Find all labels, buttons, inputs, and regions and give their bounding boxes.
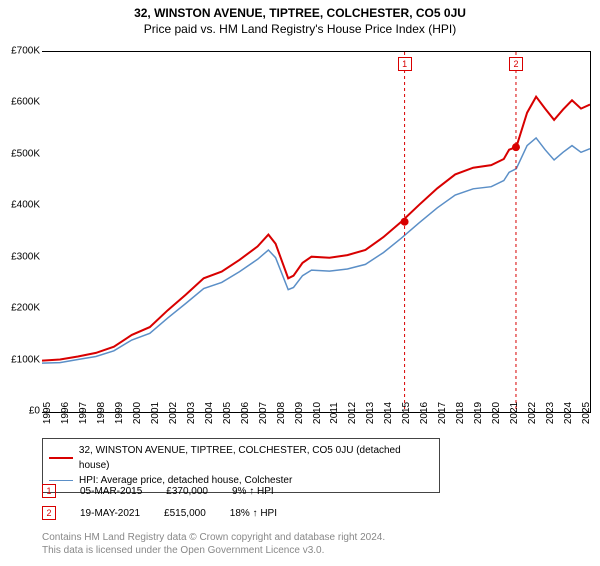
transaction-row-2: 2 19-MAY-2021 £515,000 18% ↑ HPI: [42, 506, 277, 520]
x-tick-label: 2016: [419, 402, 430, 424]
x-tick-label: 2018: [455, 402, 466, 424]
x-tick-label: 2013: [365, 402, 376, 424]
x-tick-label: 2019: [473, 402, 484, 424]
y-tick-label: £0: [0, 406, 40, 417]
chart-marker-badge: 2: [509, 57, 523, 71]
x-tick-label: 2002: [168, 402, 179, 424]
x-tick-label: 2023: [545, 402, 556, 424]
x-tick-label: 1995: [42, 402, 53, 424]
transaction-price-2: £515,000: [164, 508, 206, 519]
transaction-hpi-2: 18% ↑ HPI: [230, 508, 277, 519]
transaction-hpi-1: 9% ↑ HPI: [232, 486, 274, 497]
transaction-date-2: 19-MAY-2021: [80, 508, 140, 519]
x-tick-label: 2004: [204, 402, 215, 424]
footer-line-2: This data is licensed under the Open Gov…: [42, 544, 385, 557]
line-chart-svg: [42, 52, 590, 412]
x-tick-label: 1997: [78, 402, 89, 424]
plot-area: [42, 51, 591, 413]
x-tick-label: 2025: [581, 402, 592, 424]
legend-swatch-1: [49, 457, 73, 459]
transaction-row-1: 1 05-MAR-2015 £370,000 9% ↑ HPI: [42, 484, 274, 498]
x-tick-label: 2012: [347, 402, 358, 424]
x-tick-label: 2008: [276, 402, 287, 424]
legend-item-1: 32, WINSTON AVENUE, TIPTREE, COLCHESTER,…: [49, 443, 433, 473]
x-tick-label: 2022: [527, 402, 538, 424]
chart-subtitle: Price paid vs. HM Land Registry's House …: [0, 22, 600, 36]
footer: Contains HM Land Registry data © Crown c…: [42, 531, 385, 557]
transaction-date-1: 05-MAR-2015: [80, 486, 142, 497]
y-tick-label: £200K: [0, 303, 40, 314]
x-tick-label: 2005: [222, 402, 233, 424]
chart-marker-badge: 1: [398, 57, 412, 71]
x-tick-label: 2010: [312, 402, 323, 424]
transaction-badge-1: 1: [42, 484, 56, 498]
legend-swatch-2: [49, 480, 73, 481]
x-tick-label: 2024: [563, 402, 574, 424]
x-tick-label: 1996: [60, 402, 71, 424]
legend-label-1: 32, WINSTON AVENUE, TIPTREE, COLCHESTER,…: [79, 443, 433, 473]
x-tick-label: 2003: [186, 402, 197, 424]
x-tick-label: 2014: [383, 402, 394, 424]
x-tick-label: 2021: [509, 402, 520, 424]
y-tick-label: £300K: [0, 251, 40, 262]
x-tick-label: 2015: [401, 402, 412, 424]
chart-container: 32, WINSTON AVENUE, TIPTREE, COLCHESTER,…: [0, 6, 600, 566]
x-tick-label: 1998: [96, 402, 107, 424]
y-tick-label: £700K: [0, 46, 40, 57]
x-tick-label: 2006: [240, 402, 251, 424]
y-tick-label: £100K: [0, 354, 40, 365]
y-tick-label: £500K: [0, 148, 40, 159]
footer-line-1: Contains HM Land Registry data © Crown c…: [42, 531, 385, 544]
x-tick-label: 2009: [294, 402, 305, 424]
x-tick-label: 2017: [437, 402, 448, 424]
y-tick-label: £600K: [0, 97, 40, 108]
x-tick-label: 2020: [491, 402, 502, 424]
x-tick-label: 2000: [132, 402, 143, 424]
x-tick-label: 2007: [258, 402, 269, 424]
transaction-badge-2: 2: [42, 506, 56, 520]
y-tick-label: £400K: [0, 200, 40, 211]
transaction-price-1: £370,000: [166, 486, 208, 497]
x-tick-label: 2011: [329, 402, 340, 424]
x-tick-label: 2001: [150, 402, 161, 424]
x-tick-label: 1999: [114, 402, 125, 424]
chart-title: 32, WINSTON AVENUE, TIPTREE, COLCHESTER,…: [0, 6, 600, 20]
